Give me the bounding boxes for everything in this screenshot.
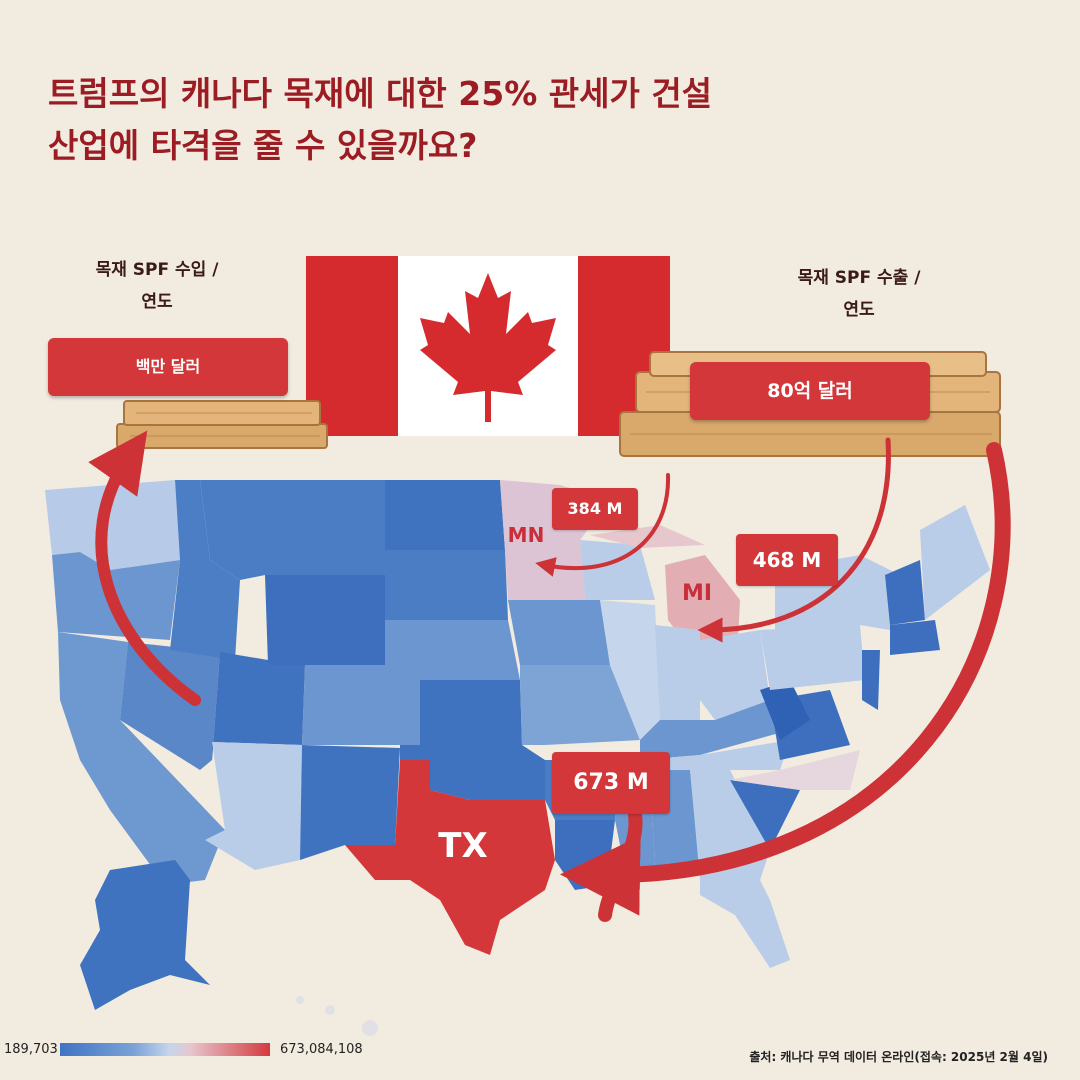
state-arizona: [205, 742, 302, 870]
arrow-to-canada-left: [88, 430, 201, 706]
state-north-carolina: [730, 750, 860, 790]
import-label: 목재 SPF 수입 / 연도: [62, 254, 252, 318]
maple-leaf-icon: [420, 273, 556, 422]
us-map: [45, 480, 990, 1036]
state-idaho: [170, 480, 240, 660]
state-kentucky: [640, 700, 790, 760]
state-new-jersey: [862, 650, 880, 710]
source-note: 출처: 캐나다 무역 데이터 온라인(접속: 2025년 2월 4일): [749, 1050, 1048, 1064]
legend-min-label: 189,703: [4, 1042, 58, 1057]
page-title: 트럼프의 캐나다 목재에 대한 25% 관세가 건설 산업에 타격을 줄 수 있…: [48, 68, 828, 172]
tx-value-label: 673 M: [573, 770, 649, 795]
state-nebraska: [385, 620, 520, 680]
state-kansas: [420, 680, 522, 745]
state-south-dakota: [385, 550, 508, 620]
state-montana: [200, 480, 385, 580]
state-west-virginia: [760, 680, 810, 740]
title-line-2: 산업에 타격을 줄 수 있을까요?: [48, 126, 478, 165]
unit-button-label: 백만 달러: [135, 357, 201, 376]
total-export-button[interactable]: 80억 달러: [690, 362, 930, 420]
state-utah: [212, 652, 305, 760]
lumber-planks-left-icon: [116, 400, 328, 449]
state-maine: [920, 505, 990, 620]
mn-value-label: 384 M: [567, 499, 623, 518]
export-label: 목재 SPF 수출 / 연도: [764, 262, 954, 326]
state-iowa: [508, 600, 610, 665]
state-alaska: [80, 860, 210, 1010]
export-label-line-1: 목재 SPF 수출 /: [797, 268, 921, 288]
unit-button[interactable]: 백만 달러: [48, 338, 288, 396]
state-wisconsin: [580, 540, 655, 600]
state-texas: [345, 760, 555, 955]
arrow-to-mi: [697, 437, 891, 643]
state-washington: [45, 480, 180, 570]
state-california: [58, 632, 225, 885]
state-nevada: [120, 642, 220, 770]
state-missouri: [520, 665, 640, 745]
flow-arrows: [88, 430, 1011, 922]
import-label-line-2: 연도: [141, 292, 173, 312]
arrow-to-tx-short: [598, 808, 643, 922]
mi-value-label: 468 M: [752, 548, 822, 572]
state-pennsylvania: [760, 625, 865, 690]
export-label-line-2: 연도: [843, 300, 875, 320]
state-oklahoma: [400, 745, 545, 800]
state-north-dakota: [385, 480, 505, 550]
canada-flag: [306, 256, 670, 436]
mi-value-badge: 468 M: [736, 534, 838, 586]
title-line-1: 트럼프의 캐나다 목재에 대한 25% 관세가 건설: [48, 74, 713, 113]
state-label-mn: MN: [508, 523, 545, 547]
state-new-mexico: [300, 745, 400, 860]
state-massachusetts: [890, 620, 940, 655]
state-colorado: [302, 665, 420, 745]
state-hawaii: [296, 996, 378, 1036]
total-export-label: 80억 달러: [767, 380, 853, 402]
state-florida: [700, 880, 790, 968]
mn-value-badge: 384 M: [552, 488, 638, 530]
state-vermont-nh: [885, 560, 925, 625]
legend-max-label: 673,084,108: [280, 1042, 363, 1057]
state-illinois: [600, 600, 660, 740]
tx-value-badge: 673 M: [552, 752, 670, 814]
state-indiana: [655, 625, 700, 720]
state-label-mi: MI: [682, 581, 712, 606]
arrow-to-tx: [560, 442, 1011, 916]
state-south-carolina: [730, 780, 800, 850]
state-ohio: [700, 630, 770, 720]
import-label-line-1: 목재 SPF 수입 /: [95, 260, 219, 280]
state-label-tx: TX: [438, 826, 487, 866]
state-wyoming: [265, 575, 385, 665]
legend-gradient-bar: [60, 1043, 270, 1056]
arrow-to-mn: [535, 473, 671, 577]
